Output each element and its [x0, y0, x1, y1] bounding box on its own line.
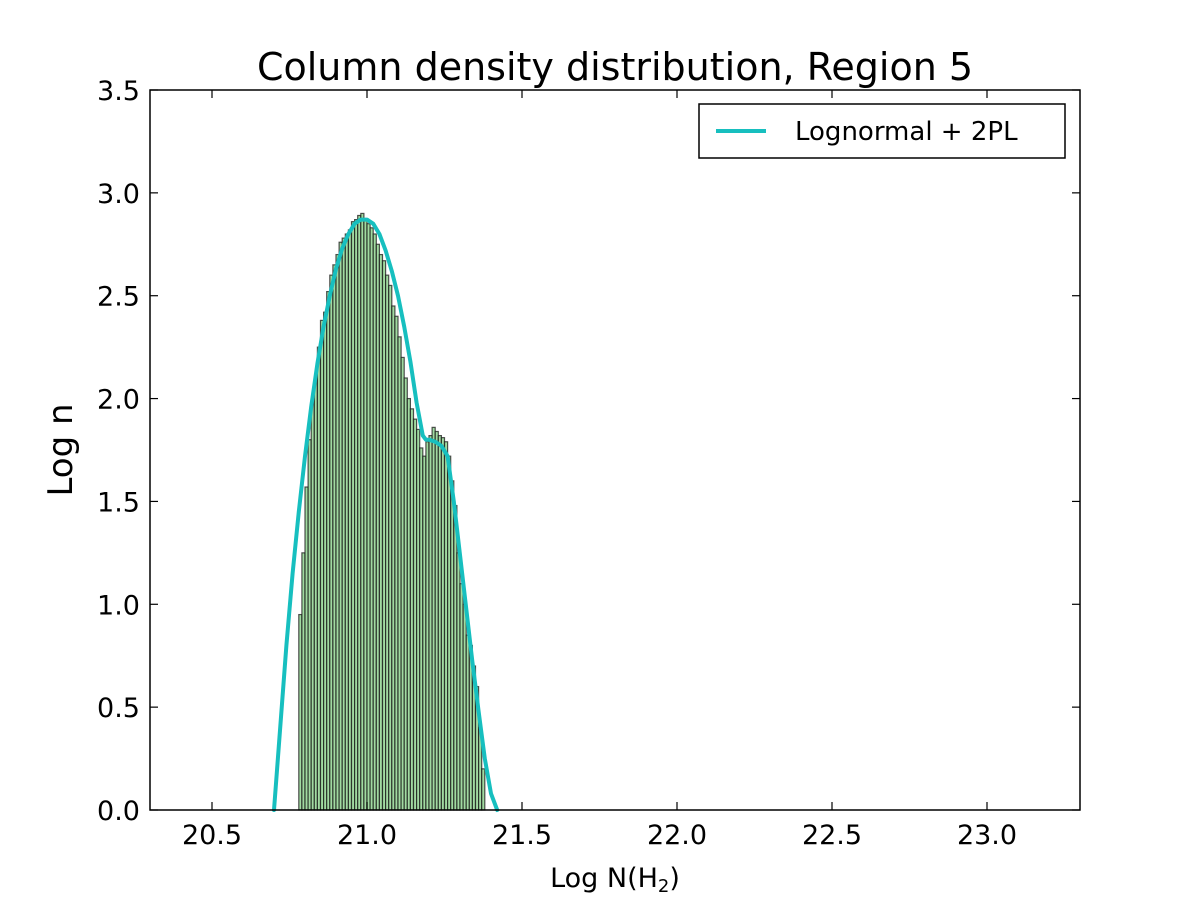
y-axis-ticks: 0.0 0.5 1.0 1.5 2.0 2.5 3.0 3.5	[97, 76, 1080, 827]
y-tick-label: 1.5	[97, 487, 140, 518]
y-tick-label: 2.0	[97, 385, 140, 416]
x-axis-label-subscript: 2	[658, 876, 669, 897]
x-axis-label-main: Log N(H	[550, 863, 658, 894]
y-tick-label: 1.0	[97, 590, 140, 621]
fit-line-group	[272, 217, 500, 812]
legend-label: Lognormal + 2PL	[795, 117, 1018, 147]
y-tick-label: 3.5	[97, 76, 140, 107]
x-tick-label: 21.0	[337, 820, 397, 851]
plot-frame	[149, 89, 1081, 811]
x-axis-label-close: )	[669, 863, 680, 894]
y-tick-label: 2.5	[97, 282, 140, 313]
series-line-lognormal-2pl	[272, 217, 500, 812]
x-axis-ticks: 20.5 21.0 21.5 22.0 22.5 23.0	[182, 90, 1017, 851]
histogram-bar	[481, 768, 486, 811]
x-tick-label: 20.5	[182, 820, 242, 851]
chart-title: Column density distribution, Region 5	[257, 45, 973, 89]
x-tick-label: 22.0	[647, 820, 707, 851]
y-tick-label: 0.5	[97, 693, 140, 724]
x-tick-label: 23.0	[957, 820, 1017, 851]
x-tick-label: 21.5	[492, 820, 552, 851]
y-tick-label: 3.0	[97, 179, 140, 210]
x-axis-label: Log N(H2)	[550, 863, 680, 897]
legend: Lognormal + 2PL	[698, 103, 1066, 159]
y-axis-label: Log n	[41, 403, 81, 496]
x-tick-label: 22.5	[802, 820, 862, 851]
y-tick-label: 0.0	[97, 796, 140, 827]
